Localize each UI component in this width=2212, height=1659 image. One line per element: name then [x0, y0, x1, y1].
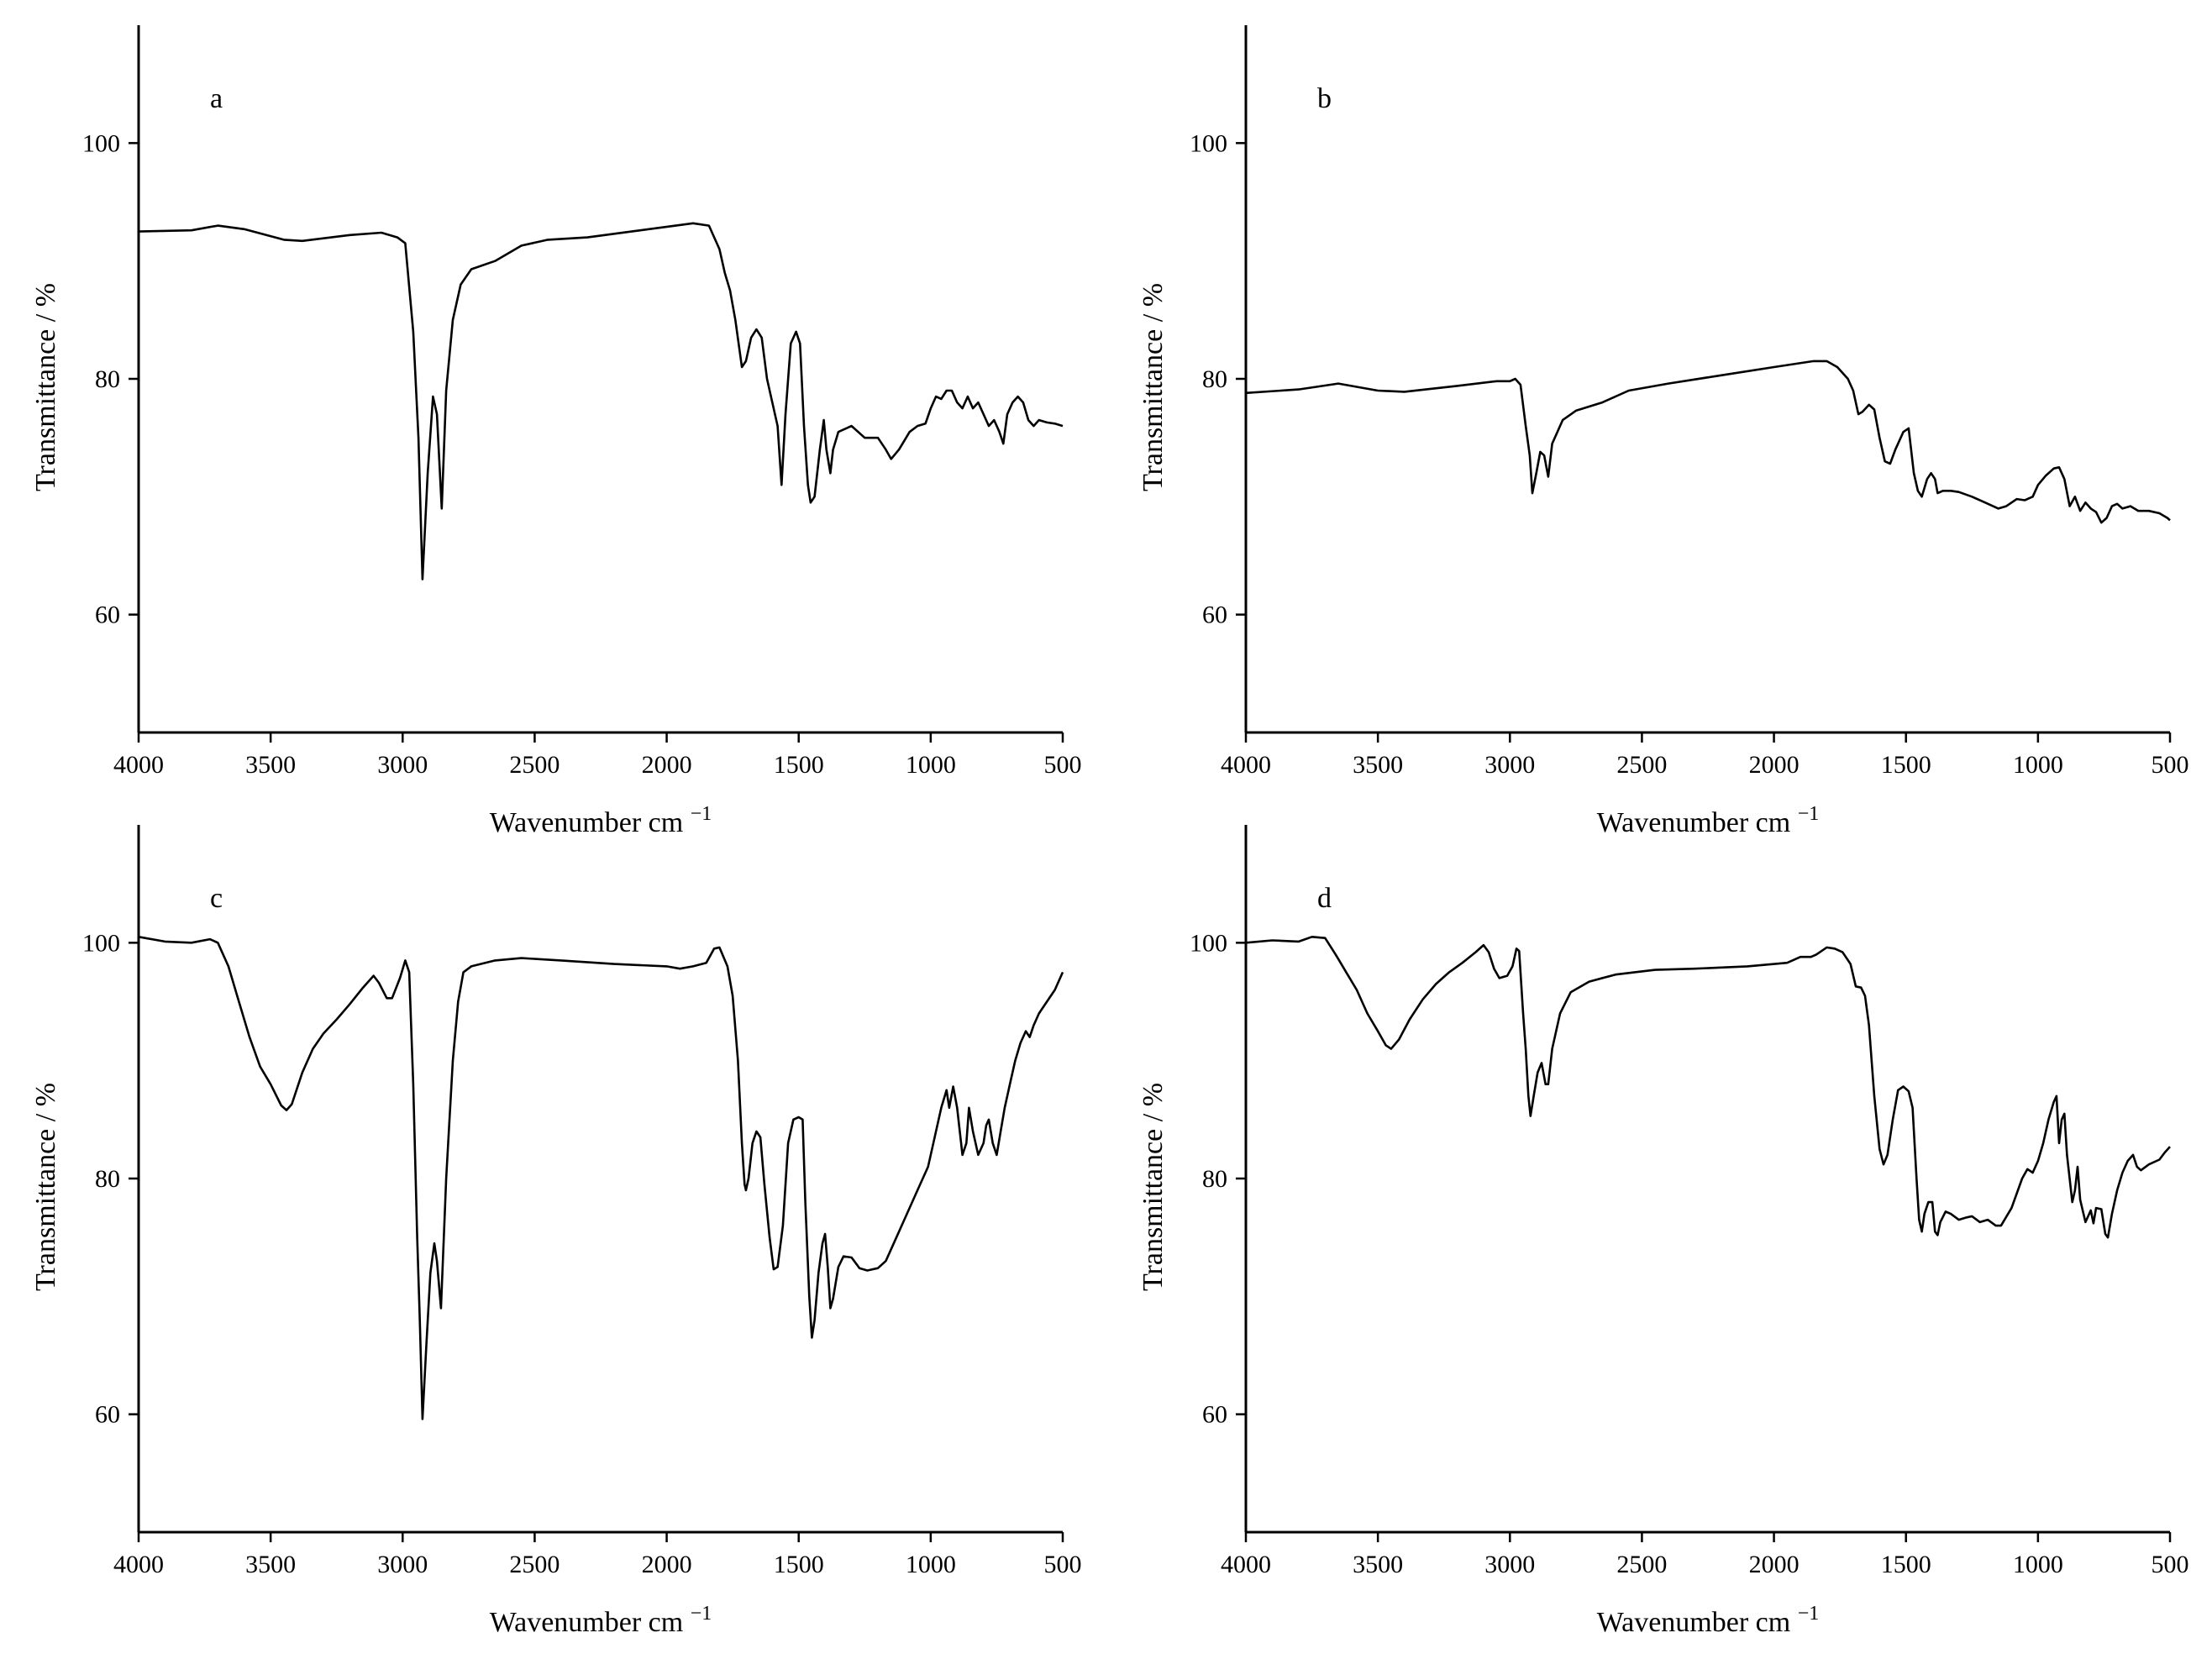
spectrum-line-d: [1245, 936, 2171, 1239]
panel-d: 4000 3500 3000 2500 2000 1500 1000 500 60 80 100 Wa…: [1138, 825, 2189, 1638]
y-tick-label: 60: [95, 601, 120, 629]
y-tick-label: 80: [1202, 1165, 1227, 1193]
x-tick-label: 500: [1044, 1551, 1082, 1578]
panel-label: c: [210, 883, 223, 914]
spectrum-line-a: [138, 222, 1064, 580]
x-tick-label: 3000: [377, 1551, 428, 1578]
y-axis-label: Transmittance / %: [30, 1083, 61, 1291]
x-tick-label: 3500: [245, 751, 296, 779]
panel-label: a: [210, 83, 223, 114]
x-axis-label: Wavenumber cm −1: [1597, 803, 1820, 838]
x-tick-label: 1000: [2013, 1551, 2063, 1578]
x-tick-label: 1000: [906, 751, 956, 779]
spectrum-line-c: [138, 936, 1064, 1420]
y-tick-label: 80: [95, 1165, 120, 1193]
x-axis-label: Wavenumber cm −1: [490, 1603, 712, 1638]
x-tick-label: 3000: [1484, 1551, 1535, 1578]
x-tick-label: 500: [1044, 751, 1082, 779]
x-tick-label: 4000: [1221, 751, 1271, 779]
x-tick-label: 2000: [642, 751, 692, 779]
x-axis-label: Wavenumber cm −1: [1597, 1603, 1820, 1638]
y-tick-label: 100: [82, 929, 120, 957]
x-tick-label: 4000: [1221, 1551, 1271, 1578]
y-tick-label: 60: [95, 1401, 120, 1429]
y-axis-label: Transmittance / %: [30, 283, 61, 491]
y-tick-label: 100: [1190, 929, 1227, 957]
x-tick-label: 1500: [1881, 751, 1931, 779]
x-tick-label: 1000: [906, 1551, 956, 1578]
x-tick-label: 500: [2152, 751, 2189, 779]
x-tick-label: 4000: [113, 1551, 164, 1578]
x-tick-label: 500: [2152, 1551, 2189, 1578]
x-tick-label: 3500: [245, 1551, 296, 1578]
x-tick-label: 2500: [1616, 1551, 1667, 1578]
x-tick-label: 2500: [509, 1551, 560, 1578]
x-tick-label: 3000: [1484, 751, 1535, 779]
spectrum-line-b: [1245, 360, 2171, 524]
x-tick-label: 2500: [509, 751, 560, 779]
y-tick-label: 100: [1190, 129, 1227, 157]
y-tick-label: 100: [82, 129, 120, 157]
panel-c: 4000 3500 3000 2500 2000 1500 1000 500 60 80 100 Wa…: [30, 825, 1082, 1638]
y-axis-label: Transmittance / %: [1138, 283, 1169, 491]
x-tick-label: 1000: [2013, 751, 2063, 779]
x-tick-label: 3000: [377, 751, 428, 779]
y-tick-label: 80: [1202, 365, 1227, 393]
x-tick-label: 3500: [1353, 1551, 1403, 1578]
x-tick-label: 2000: [642, 1551, 692, 1578]
y-axis-label: Transmittance / %: [1138, 1083, 1169, 1291]
x-tick-label: 3500: [1353, 751, 1403, 779]
x-tick-label: 2000: [1749, 1551, 1800, 1578]
x-axis-label: Wavenumber cm −1: [490, 803, 712, 838]
x-tick-label: 2500: [1616, 751, 1667, 779]
x-tick-label: 4000: [113, 751, 164, 779]
y-tick-label: 60: [1202, 601, 1227, 629]
x-tick-label: 1500: [774, 751, 824, 779]
y-tick-label: 80: [95, 365, 120, 393]
panel-a: 4000 3500 3000 2500 2000 1500 1000 500 60 80 100 Wa…: [30, 25, 1082, 838]
x-tick-label: 2000: [1749, 751, 1800, 779]
panel-b: 4000 3500 3000 2500 2000 1500 1000 500 60 80 100 Wa…: [1138, 25, 2189, 838]
y-tick-label: 60: [1202, 1401, 1227, 1429]
x-tick-label: 1500: [1881, 1551, 1931, 1578]
panel-label: d: [1317, 883, 1332, 914]
panel-label: b: [1317, 83, 1332, 114]
x-tick-label: 1500: [774, 1551, 824, 1578]
